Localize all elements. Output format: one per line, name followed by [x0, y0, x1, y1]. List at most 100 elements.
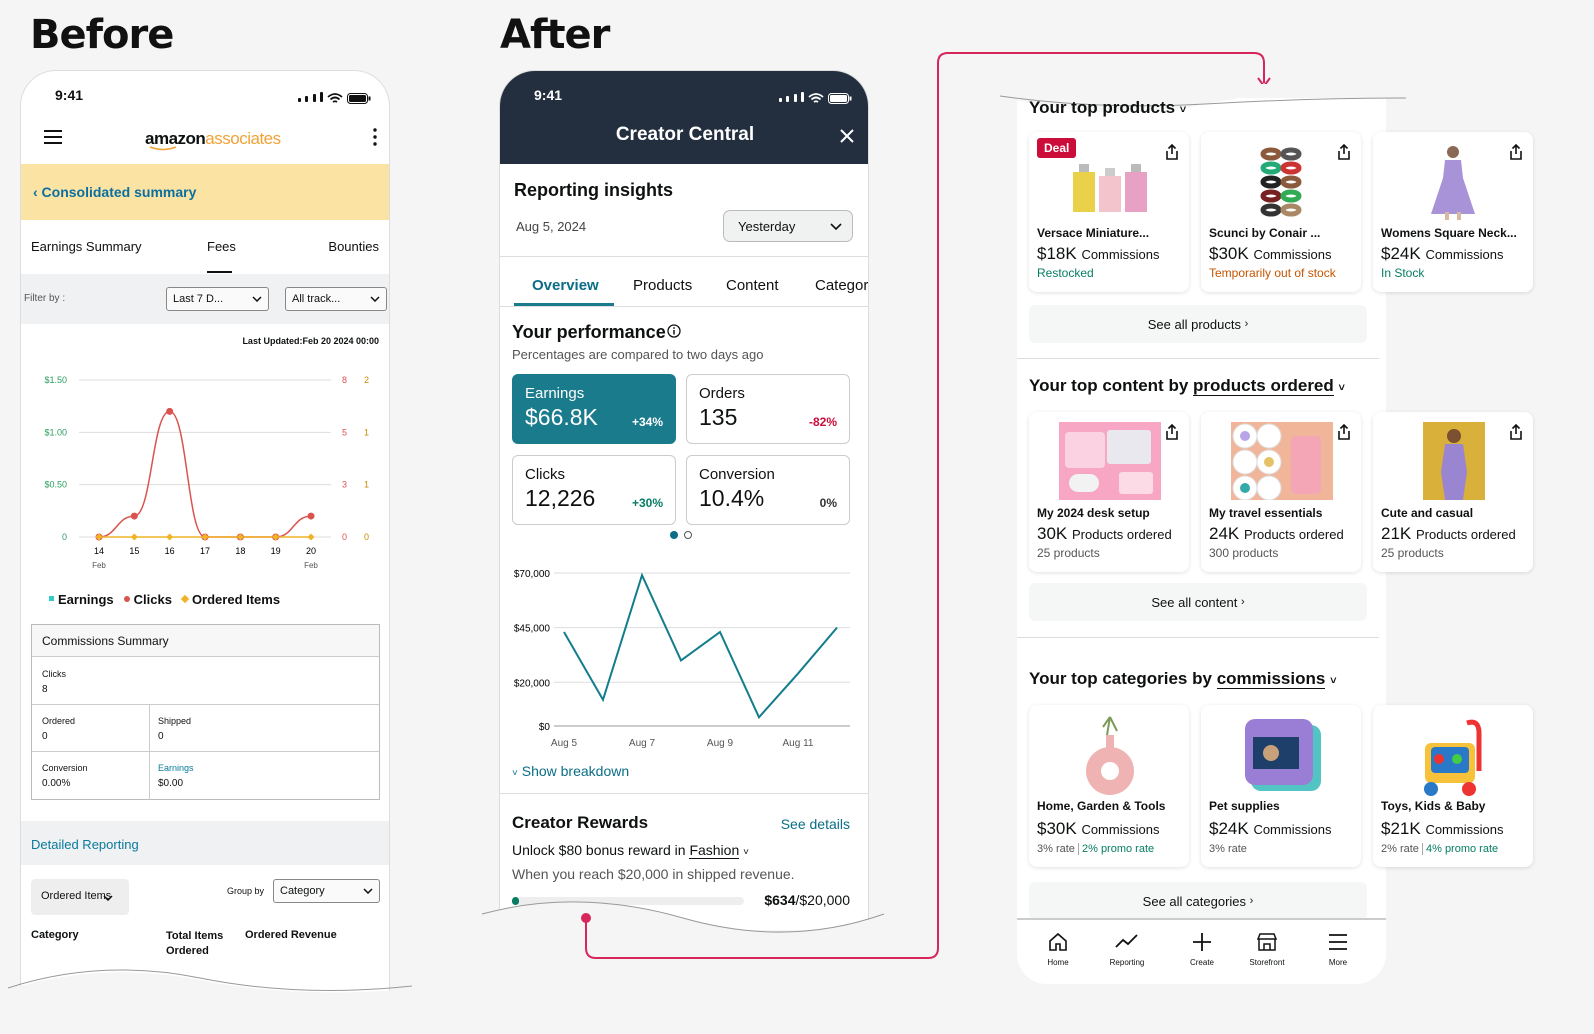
divider: [32, 751, 379, 752]
share-icon[interactable]: [1165, 424, 1179, 440]
group-by-select[interactable]: Category: [273, 879, 380, 903]
y-tick-label: $0: [539, 722, 551, 733]
consolidated-banner[interactable]: ‹ Consolidated summary: [21, 164, 389, 220]
metric-change: -82%: [808, 415, 837, 429]
content-metric-label: Products ordered: [1071, 527, 1172, 542]
detailed-reporting-title[interactable]: Detailed Reporting: [31, 837, 139, 852]
content-card[interactable]: Cute and casual 21K Products ordered 25 …: [1373, 412, 1533, 572]
wifi-icon: [327, 92, 343, 103]
y-tick-mid: 3: [342, 480, 347, 490]
product-card[interactable]: Womens Square Neck... $24K Commissions I…: [1373, 132, 1533, 292]
tab-overview[interactable]: Overview: [532, 277, 599, 294]
nav-more[interactable]: More: [1308, 932, 1368, 967]
rewards-progress-track: [512, 897, 744, 905]
legend-earnings-label: Earnings: [58, 592, 114, 607]
content-product-count: 25 products: [1381, 546, 1444, 560]
shipped-label: Shipped: [158, 716, 192, 726]
metric-card-clicks[interactable]: Clicks 12,226 +30%: [512, 455, 676, 525]
content-card[interactable]: My travel essentials 24K Products ordere…: [1201, 412, 1361, 572]
nav-create-label: Create: [1189, 958, 1214, 967]
nav-storefront[interactable]: Storefront: [1237, 932, 1297, 967]
product-card[interactable]: Deal Versace Miniature... $18K Commissio…: [1029, 132, 1189, 292]
tab-fees[interactable]: Fees: [207, 239, 236, 254]
top-categories-prefix: Your top categories by: [1029, 669, 1212, 688]
content-metric-label: Products ordered: [1243, 527, 1344, 542]
rewards-category-link[interactable]: Fashion: [689, 842, 740, 859]
consolidated-summary-link[interactable]: ‹ Consolidated summary: [33, 184, 197, 200]
carousel-dot[interactable]: [684, 531, 692, 539]
nav-reporting-label: Reporting: [1109, 958, 1145, 967]
see-all-categories-button[interactable]: See all categories ›: [1029, 882, 1367, 920]
metric-label: Earnings: [525, 385, 585, 402]
category-card[interactable]: Pet supplies $24K Commissions 3% rate: [1201, 705, 1361, 867]
date-range-select[interactable]: Last 7 D...: [166, 287, 269, 311]
see-all-products-button[interactable]: See all products ›: [1029, 305, 1367, 343]
app-header: 9:41 Creator Central: [500, 71, 868, 164]
unlock-text: Unlock $80 bonus reward in: [512, 842, 686, 858]
metric-card-earnings[interactable]: Earnings $66.8K +34%: [512, 374, 676, 444]
tab-products[interactable]: Products: [633, 277, 693, 294]
category-name: Pet supplies: [1209, 799, 1280, 813]
top-content-sort-link[interactable]: products ordered: [1193, 376, 1334, 396]
nav-reporting[interactable]: Reporting: [1097, 932, 1157, 967]
nav-home[interactable]: Home: [1028, 932, 1088, 967]
share-icon[interactable]: [1509, 424, 1523, 440]
share-icon[interactable]: [1337, 424, 1351, 440]
tab-content[interactable]: Content: [726, 277, 779, 294]
conversion-value: 0.00%: [42, 778, 71, 789]
battery-icon: [828, 92, 852, 104]
tab-bounties[interactable]: Bounties: [328, 239, 379, 254]
share-icon[interactable]: [1165, 144, 1179, 160]
show-breakdown-link[interactable]: ˅ Show breakdown: [512, 763, 630, 779]
last-updated: Last Updated:Feb 20 2024 00:00: [242, 336, 379, 346]
category-commission-label: Commissions: [1253, 822, 1332, 837]
chevron-down-icon: [830, 223, 842, 230]
home-icon: [1049, 932, 1067, 951]
category-name: Toys, Kids & Baby: [1381, 799, 1486, 813]
period-value: Yesterday: [738, 219, 796, 234]
category-card[interactable]: Home, Garden & Tools $30K Commissions 3%…: [1029, 705, 1189, 867]
bottom-nav-divider: [1017, 918, 1386, 920]
product-card[interactable]: Scunci by Conair ... $30K Commissions Te…: [1201, 132, 1361, 292]
category-card[interactable]: Toys, Kids & Baby $21K Commissions 2% ra…: [1373, 705, 1533, 867]
tab-earnings-summary[interactable]: Earnings Summary: [31, 239, 142, 254]
top-categories-sort-link[interactable]: commissions: [1216, 669, 1326, 689]
data-point-ordered-items: [166, 533, 174, 541]
category-commission-label: Commissions: [1081, 822, 1160, 837]
rewards-progress-fill: [512, 897, 520, 905]
divider: [1017, 358, 1379, 359]
period-dropdown[interactable]: Yesterday: [723, 210, 853, 242]
top-products-title[interactable]: Your top products ˅: [1029, 98, 1187, 117]
clicks-cell: Clicks 8: [42, 667, 66, 697]
carousel-dot-active[interactable]: [670, 531, 678, 539]
nav-create[interactable]: Create: [1172, 932, 1232, 967]
clicks-label: Clicks: [42, 669, 66, 679]
shipped-value: 0: [158, 731, 164, 742]
info-icon[interactable]: [667, 324, 681, 338]
x-tick-label: 18: [235, 546, 245, 556]
ordered-cell: Ordered 0: [42, 714, 75, 744]
series-line-earnings: [563, 572, 838, 720]
see-all-content-button[interactable]: See all content ›: [1029, 583, 1367, 621]
wifi-icon: [808, 92, 824, 103]
status-icons: [297, 89, 371, 107]
y-tick-left: $1.50: [44, 375, 67, 385]
ordered-items-dropdown[interactable]: Ordered Items: [31, 879, 129, 915]
metric-card-conversion[interactable]: Conversion 10.4% 0%: [686, 455, 850, 525]
conversion-cell: Conversion 0.00%: [42, 761, 88, 791]
share-icon[interactable]: [1337, 144, 1351, 160]
filter-bar: Filter by : Last 7 D... All track...: [21, 274, 389, 324]
legend-ordered: Ordered Items: [180, 592, 280, 607]
share-icon[interactable]: [1509, 144, 1523, 160]
chevron-down-icon: [370, 296, 380, 302]
kebab-menu-icon[interactable]: [372, 127, 378, 147]
tab-categories[interactable]: Categor: [815, 277, 869, 294]
tracking-select[interactable]: All track...: [285, 287, 387, 311]
desk-setup-image: [1059, 422, 1161, 500]
earnings-label[interactable]: Earnings: [158, 763, 194, 773]
menu-icon[interactable]: [43, 129, 63, 145]
metric-card-orders[interactable]: Orders 135 -82%: [686, 374, 850, 444]
close-icon[interactable]: [840, 129, 854, 143]
content-card[interactable]: My 2024 desk setup 30K Products ordered …: [1029, 412, 1189, 572]
see-details-link[interactable]: See details: [780, 816, 850, 832]
